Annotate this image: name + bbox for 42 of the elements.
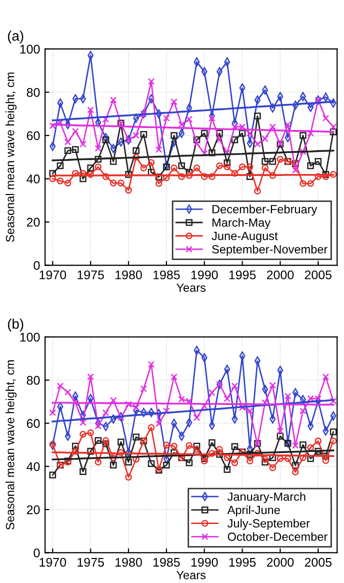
legend-label: October-December <box>228 532 328 541</box>
chart-title: (a) <box>8 30 24 44</box>
y-tick-label: 0 <box>34 261 40 270</box>
y-axis-title: Seasonal mean wave height, cm <box>6 72 17 242</box>
x-axis-title: Years <box>176 571 206 580</box>
legend-label: April-June <box>227 506 280 517</box>
y-tick-label: 100 <box>20 44 40 54</box>
y-tick-label: 0 <box>34 548 40 558</box>
chart-title: (b) <box>8 318 24 332</box>
x-axis-title: Years <box>176 284 206 292</box>
y-tick-label: 80 <box>26 376 40 385</box>
legend-label: September-November <box>212 244 328 256</box>
legend-label: January-March <box>227 492 306 504</box>
y-axis-title: Seasonal mean wave height, cm <box>6 360 17 530</box>
x-tick-label: 2000 <box>266 270 294 280</box>
x-tick-label: 1990 <box>191 270 218 280</box>
x-tick-label: 1975 <box>78 270 104 280</box>
legend-label: March-May <box>212 218 271 230</box>
y-tick-label: 40 <box>26 174 40 184</box>
y-tick-label: 20 <box>26 218 40 227</box>
x-tick-label: 1980 <box>116 558 142 567</box>
legend-label: July-September <box>227 518 310 530</box>
x-tick-label: 1985 <box>153 558 180 567</box>
x-tick-label: 2005 <box>304 270 332 280</box>
legend-label: June-August <box>212 232 278 242</box>
x-tick-label: 1970 <box>40 270 66 280</box>
x-tick-label: 1980 <box>116 270 142 280</box>
y-tick-label: 20 <box>26 505 40 514</box>
y-tick-label: 60 <box>26 419 40 428</box>
x-tick-label: 1990 <box>191 558 218 567</box>
x-tick-label: 1995 <box>229 270 256 280</box>
y-tick-label: 100 <box>20 332 40 342</box>
x-tick-label: 2005 <box>304 558 332 567</box>
x-tick-label: 1985 <box>153 270 180 280</box>
x-tick-label: 2000 <box>266 558 294 567</box>
y-tick-label: 80 <box>26 88 40 97</box>
y-tick-label: 60 <box>26 131 40 140</box>
x-tick-label: 1970 <box>40 558 66 567</box>
x-tick-label: 1975 <box>78 558 104 567</box>
x-tick-label: 1995 <box>229 558 256 567</box>
y-tick-label: 40 <box>26 462 40 472</box>
legend-label: December-February <box>212 204 318 216</box>
